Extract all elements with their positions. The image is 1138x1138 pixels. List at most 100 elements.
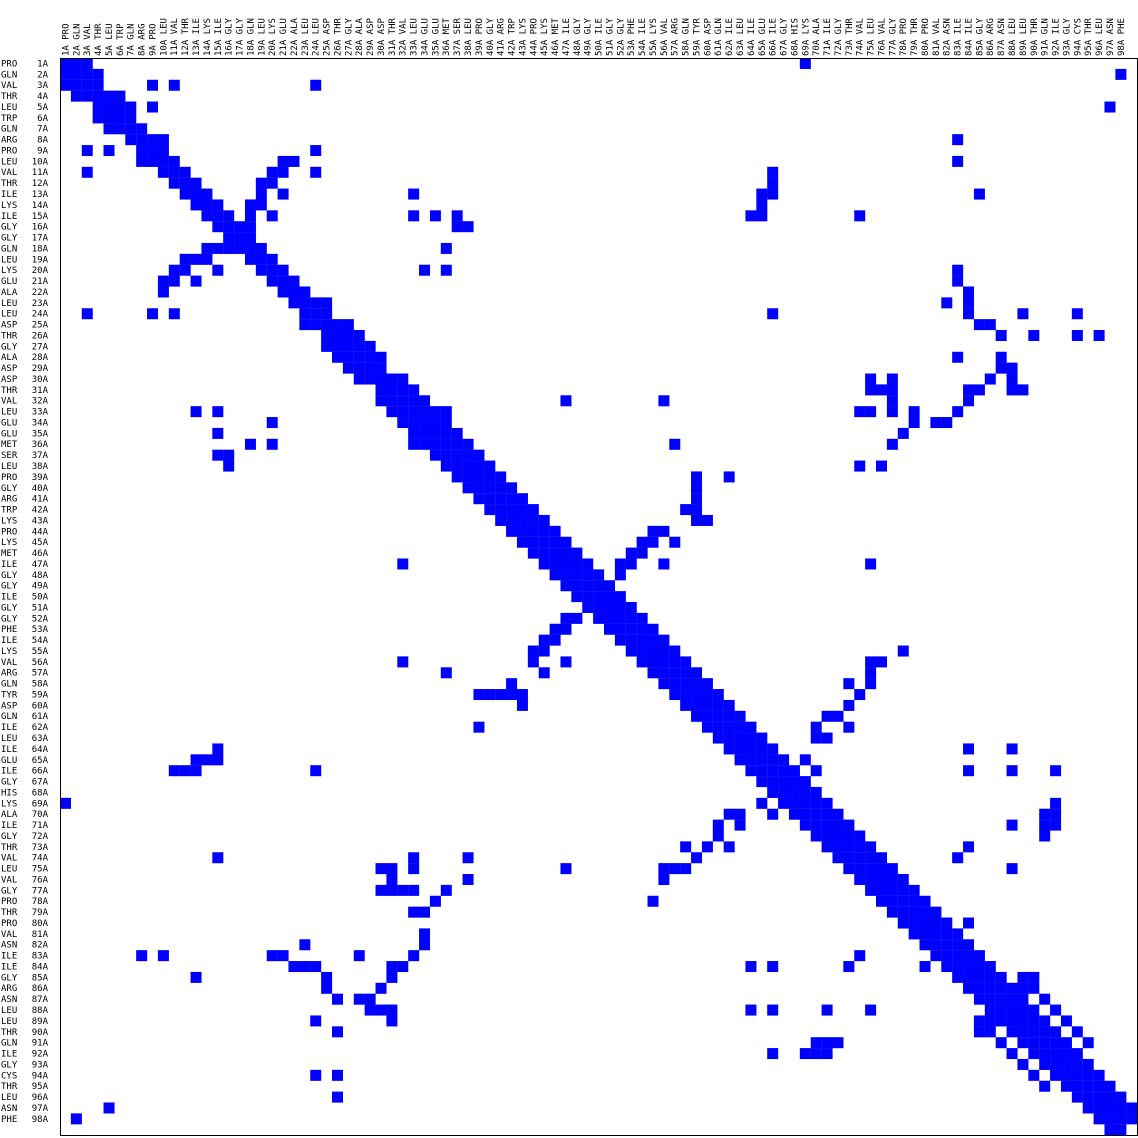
contact-cell (473, 460, 485, 472)
contact-cell (462, 482, 474, 494)
contact-cell (168, 177, 180, 189)
contact-cell (506, 678, 518, 690)
contact-cell (81, 308, 93, 320)
contact-cell (429, 895, 441, 907)
contact-cell (1050, 1048, 1062, 1060)
contact-cell (908, 884, 920, 896)
contact-cell (1006, 982, 1018, 994)
contact-cell (1071, 330, 1083, 341)
contact-cell (451, 221, 463, 233)
contact-cell (821, 830, 833, 842)
contact-cell (310, 166, 322, 178)
contact-cell (908, 928, 920, 940)
contact-cell (658, 656, 670, 668)
contact-cell (92, 101, 104, 113)
contact-cell (440, 460, 452, 472)
contact-cell (190, 406, 202, 418)
contact-cell (876, 852, 887, 864)
contact-cell (397, 395, 409, 407)
y-residue-number: 92A (32, 1050, 49, 1060)
y-residue-number: 64A (32, 745, 49, 755)
contact-cell (1093, 1113, 1105, 1125)
x-residue-label: 55A LYS (649, 18, 659, 56)
x-residue-label: 81A VAL (932, 18, 942, 56)
contact-cell (332, 340, 343, 352)
contact-cell (778, 765, 790, 777)
contact-cell (647, 656, 659, 668)
contact-cell (332, 330, 343, 341)
contact-cell (614, 558, 626, 570)
contact-cell (440, 242, 452, 254)
contact-cell (277, 155, 289, 167)
contact-cell (778, 776, 790, 788)
contact-cell (658, 874, 670, 885)
contact-cell (876, 384, 887, 396)
contact-cell (897, 645, 909, 657)
contact-cell (963, 961, 975, 973)
contact-cell (973, 982, 985, 994)
y-residue-number: 81A (32, 930, 49, 940)
x-residue-label: 31A THR (388, 17, 398, 56)
contact-cell (821, 841, 833, 853)
contact-cell (865, 874, 877, 885)
contact-cell (886, 384, 898, 396)
contact-cell (506, 689, 518, 701)
contact-cell (70, 90, 82, 102)
contact-cell (723, 699, 735, 711)
contact-cell (680, 667, 692, 679)
y-residue-name: GLY (1, 484, 18, 494)
x-residue-label: 53A PHE (627, 18, 637, 56)
contact-cell (778, 786, 790, 798)
contact-cell (701, 710, 713, 722)
contact-cell (342, 362, 354, 374)
y-residue-name: ILE (1, 636, 17, 646)
contact-cell (397, 384, 409, 396)
x-residue-label: 63A LEU (736, 18, 746, 56)
contact-cell (680, 689, 692, 701)
x-residue-label: 2A GLN (72, 23, 82, 56)
x-residue-label: 42A TRP (508, 17, 518, 56)
contact-cell (973, 319, 985, 331)
y-residue-number: 8A (37, 136, 48, 146)
y-residue-name: VAL (1, 930, 17, 940)
contact-cell (886, 395, 898, 407)
contact-cell (756, 776, 768, 788)
y-residue-number: 9A (37, 146, 48, 156)
contact-cell (92, 112, 104, 124)
contact-cell (310, 308, 322, 320)
y-residue-number: 3A (37, 81, 48, 91)
contact-cell (854, 689, 866, 701)
contact-cell (952, 961, 964, 973)
y-residue-number: 69A (32, 799, 49, 809)
contact-cell (212, 449, 224, 461)
contact-cell (810, 732, 822, 744)
y-residue-name: GLU (1, 429, 17, 439)
x-residue-label: 6A TRP (116, 23, 126, 56)
x-residue-label: 8A ARG (138, 23, 148, 56)
x-residue-label: 54A ILE (638, 18, 648, 56)
y-residue-name: ILE (1, 952, 17, 962)
contact-cell (560, 656, 572, 668)
y-residue-name: GLY (1, 832, 18, 842)
contact-cell (364, 373, 376, 385)
contact-cell (397, 656, 409, 668)
contact-cell (1017, 1015, 1029, 1027)
contact-cell (147, 134, 159, 146)
contact-cell (429, 406, 441, 418)
contact-cell (440, 417, 452, 429)
contact-cell (691, 689, 703, 701)
contact-cell (756, 210, 768, 222)
contact-cell (614, 569, 626, 581)
x-residue-label: 41A ARG (497, 18, 507, 56)
y-residue-name: GLY (1, 223, 18, 233)
y-residue-number: 23A (32, 299, 49, 309)
contact-cell (745, 765, 757, 777)
contact-cell (462, 221, 474, 233)
contact-cell (571, 591, 583, 603)
contact-cell (440, 406, 452, 418)
contact-cell (179, 166, 191, 178)
contact-cell (223, 232, 235, 244)
contact-cell (723, 721, 735, 733)
contact-cell (92, 90, 104, 102)
x-residue-label: 76A VAL (877, 18, 887, 56)
